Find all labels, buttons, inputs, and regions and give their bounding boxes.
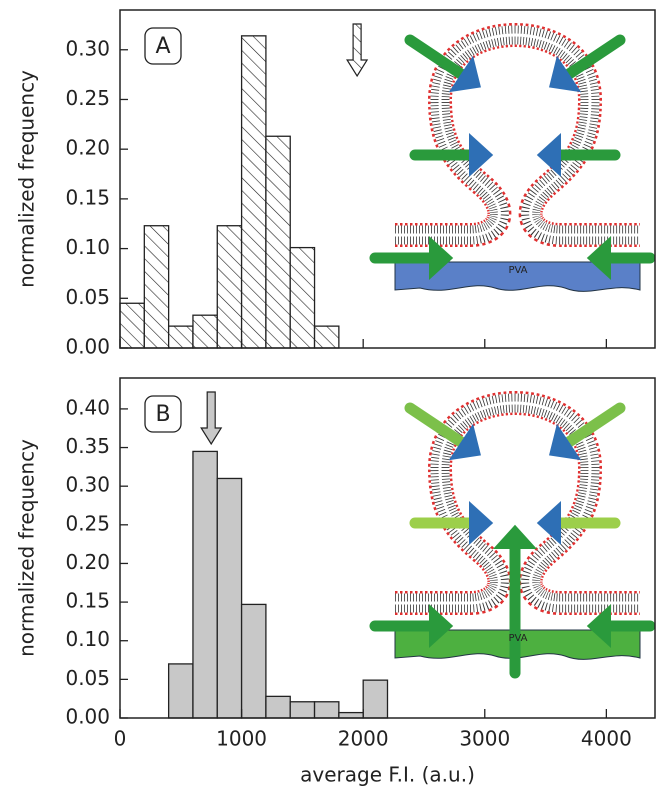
y-tick-label: 0.20	[65, 550, 110, 574]
y-tick-label: 0.10	[65, 235, 110, 259]
plot-frame	[119, 377, 656, 719]
y-tick-label: 0.25	[65, 86, 110, 110]
panel-label: B	[155, 402, 170, 427]
bar	[362, 679, 389, 719]
bar	[167, 325, 194, 349]
y-tick-label: 0.00	[65, 335, 110, 359]
bar	[313, 701, 340, 719]
panel: 0.00 0.05 0.10 0.15 0.20 0.25 0.30 0.35 0.40 0 100…	[15, 377, 656, 787]
plot-frame	[119, 9, 656, 349]
bar	[265, 695, 291, 719]
panel-label-box	[144, 395, 182, 433]
y-tick-label: 0.30	[65, 473, 110, 497]
panel: 0.00 0.05 0.10 0.15 0.20 0.25 0.30 normalized f…	[15, 9, 656, 359]
bar	[192, 314, 218, 349]
y-axis-label: normalized frequency	[15, 439, 39, 657]
x-tick-label: 2000	[338, 727, 389, 751]
bar	[289, 246, 316, 349]
bar	[240, 603, 267, 719]
x-axis-label: average F.I. (a.u.)	[300, 763, 475, 787]
y-tick-label: 0.20	[65, 136, 110, 160]
bar	[119, 302, 145, 349]
x-tick-label: 3000	[459, 727, 510, 751]
bar	[240, 35, 267, 349]
y-tick-label: 0.25	[65, 511, 110, 535]
bar	[338, 711, 364, 719]
y-tick-label: 0.40	[65, 395, 110, 419]
y-tick-label: 0.05	[65, 666, 110, 690]
y-tick-label: 0.15	[65, 185, 110, 209]
bar	[143, 225, 170, 349]
bar	[289, 701, 316, 719]
bar	[216, 477, 243, 719]
y-tick-label: 0.00	[65, 705, 110, 729]
x-tick-label: 1000	[216, 727, 267, 751]
illustration-b: PVA	[369, 403, 656, 679]
bar	[167, 663, 194, 719]
pva-label: PVA	[508, 633, 527, 644]
x-tick-label: 0	[114, 727, 127, 751]
bar	[192, 450, 218, 719]
bar	[265, 135, 291, 349]
x-tick-label: 4000	[581, 727, 632, 751]
arrow-marker	[200, 391, 223, 446]
y-tick-label: 0.30	[65, 36, 110, 60]
panel-label: A	[155, 34, 170, 59]
bar	[216, 225, 243, 349]
illustration-a: PVA	[369, 35, 656, 292]
arrow-marker	[346, 23, 369, 78]
y-axis-label: normalized frequency	[15, 70, 39, 288]
y-tick-label: 0.10	[65, 627, 110, 651]
y-tick-label: 0.15	[65, 589, 110, 613]
y-tick-label: 0.05	[65, 285, 110, 309]
bar	[313, 325, 340, 349]
pva-label: PVA	[508, 265, 527, 276]
y-tick-label: 0.35	[65, 434, 110, 458]
panel-label-box	[144, 27, 182, 65]
